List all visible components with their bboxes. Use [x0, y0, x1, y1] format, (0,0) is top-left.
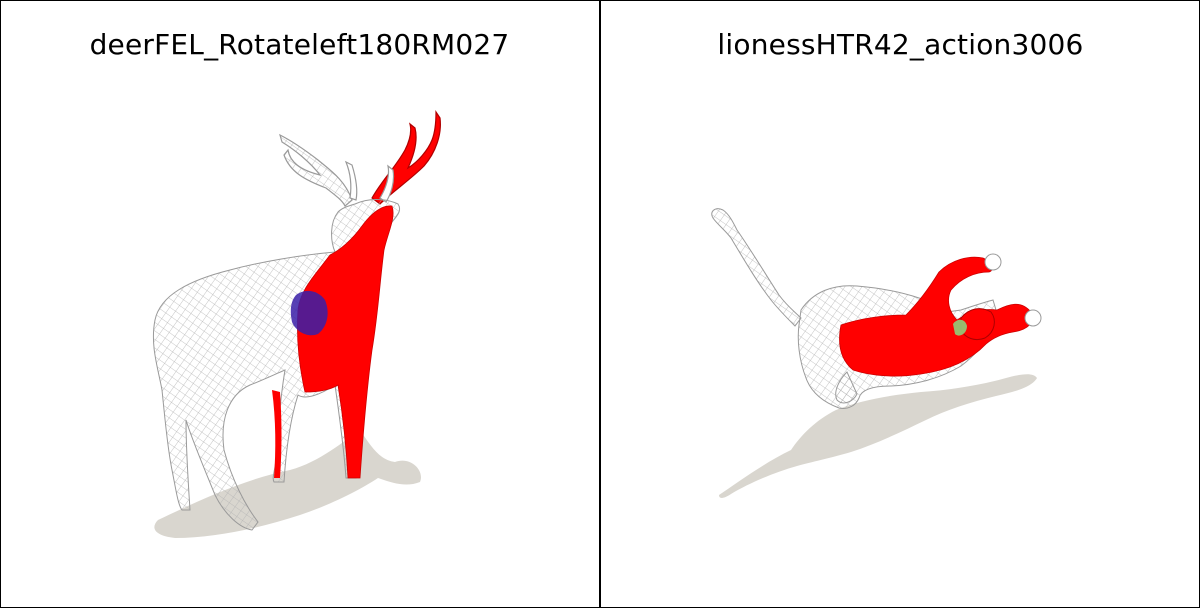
panel-title: deerFEL_Rotateleft180RM027 — [89, 28, 510, 61]
lioness-paw — [984, 253, 1002, 271]
lioness-green-accent — [953, 319, 967, 336]
lioness-shadow — [719, 374, 1037, 498]
panel-title: lionessHTR42_action3006 — [717, 28, 1084, 61]
lioness-front-leg — [835, 371, 858, 404]
lioness-tail — [711, 208, 802, 327]
deer-render — [152, 110, 441, 538]
deer-antlers — [279, 110, 441, 207]
panel-lioness: lionessHTR42_action3006 — [601, 0, 1200, 608]
lioness-paw — [1024, 309, 1042, 327]
deer-highlight — [297, 205, 394, 479]
deer-leg-highlight — [272, 390, 282, 478]
lioness-head — [960, 308, 995, 341]
panel-divider — [599, 0, 601, 608]
panel-deer: deerFEL_Rotateleft180RM027 — [0, 0, 599, 608]
deer-deep-region — [290, 290, 328, 336]
lioness-render — [711, 208, 1042, 498]
